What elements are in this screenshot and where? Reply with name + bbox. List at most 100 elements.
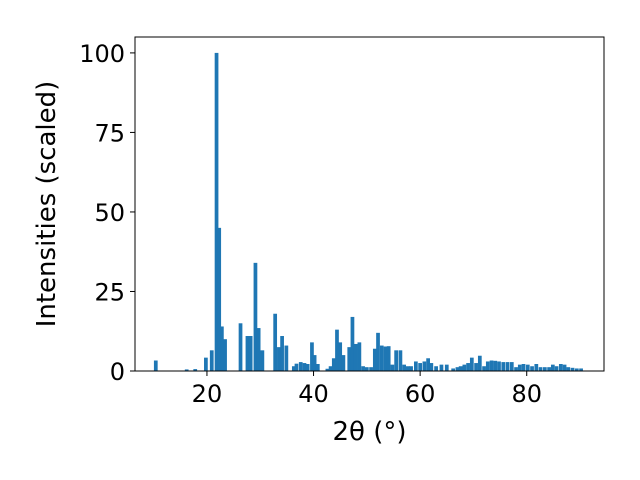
bar <box>434 366 438 371</box>
bar <box>220 326 224 371</box>
y-axis-ticks: 0 25 50 75 100 <box>79 40 135 386</box>
bar <box>525 364 530 371</box>
bar <box>298 362 303 371</box>
y-tick-label: 50 <box>94 199 125 227</box>
x-axis-ticks: 20 40 60 80 <box>192 371 542 408</box>
bar <box>284 345 289 371</box>
bar <box>398 350 403 371</box>
bar <box>462 364 467 371</box>
bar <box>562 364 567 371</box>
bar <box>245 336 250 371</box>
bar <box>209 350 214 371</box>
bar <box>422 361 427 371</box>
bar <box>485 361 490 371</box>
bar <box>517 364 522 371</box>
bar <box>248 336 253 371</box>
bar <box>574 368 579 371</box>
x-tick-label: 20 <box>192 380 223 408</box>
bar <box>514 367 518 371</box>
bar <box>558 364 563 371</box>
y-tick-label: 25 <box>94 278 125 306</box>
bar <box>390 364 395 371</box>
bar <box>193 369 198 371</box>
bar <box>418 363 422 371</box>
bar <box>550 364 555 371</box>
bar <box>335 329 339 371</box>
x-tick-label: 60 <box>405 380 436 408</box>
bars-group <box>153 52 583 372</box>
bar <box>497 361 501 371</box>
bar <box>426 358 430 371</box>
bar <box>310 342 314 371</box>
bar <box>325 368 330 371</box>
bar <box>353 343 358 371</box>
bar <box>489 360 494 371</box>
bar <box>538 367 543 371</box>
y-axis-label: Intensities (scaled) <box>32 81 62 328</box>
bar <box>501 362 506 371</box>
bar <box>369 367 373 371</box>
bar <box>482 366 486 371</box>
bar <box>458 366 463 371</box>
bar <box>469 357 474 371</box>
bar <box>302 363 307 371</box>
bar <box>350 316 355 371</box>
bar <box>542 367 547 371</box>
bar <box>153 360 158 371</box>
bar <box>357 342 362 371</box>
bar <box>451 368 456 371</box>
bar <box>477 355 482 371</box>
bar <box>474 363 478 371</box>
bar <box>217 227 222 371</box>
bar <box>394 350 399 371</box>
bar <box>429 363 434 371</box>
bar <box>521 364 526 371</box>
bar <box>402 364 407 371</box>
bar <box>238 323 243 371</box>
bar <box>312 355 317 371</box>
bar <box>372 348 377 371</box>
bar <box>273 313 278 371</box>
bar <box>361 366 365 371</box>
bar <box>364 367 369 371</box>
bar <box>260 350 265 371</box>
bar <box>386 346 391 371</box>
bar <box>328 366 333 371</box>
bar <box>383 346 388 371</box>
bar <box>184 369 189 371</box>
bar <box>406 366 410 371</box>
x-tick-label: 80 <box>511 380 542 408</box>
bar <box>305 364 310 371</box>
bar <box>204 357 208 371</box>
bar <box>315 364 320 371</box>
bar <box>376 332 380 371</box>
bar <box>414 361 418 371</box>
bar <box>444 364 449 371</box>
bar <box>280 336 284 371</box>
bar <box>509 362 514 371</box>
bar <box>277 347 281 371</box>
bar <box>223 339 227 371</box>
bar <box>579 368 583 371</box>
bar <box>294 363 299 371</box>
bar <box>534 364 539 371</box>
bar <box>291 366 296 371</box>
bar <box>379 345 384 371</box>
plot-frame <box>134 36 605 372</box>
bar <box>331 358 336 371</box>
bar <box>505 362 510 371</box>
bar <box>341 355 346 371</box>
bar <box>566 367 571 371</box>
x-axis-label: 2θ (°) <box>332 417 406 447</box>
y-tick-label: 0 <box>110 358 125 386</box>
bar <box>547 367 551 371</box>
bar <box>338 342 343 371</box>
bar <box>530 366 534 371</box>
y-tick-label: 75 <box>94 119 125 147</box>
x-tick-label: 40 <box>298 380 329 408</box>
bar <box>214 52 219 372</box>
bar <box>455 367 460 371</box>
bar <box>466 363 470 371</box>
y-tick-label: 100 <box>79 40 125 68</box>
